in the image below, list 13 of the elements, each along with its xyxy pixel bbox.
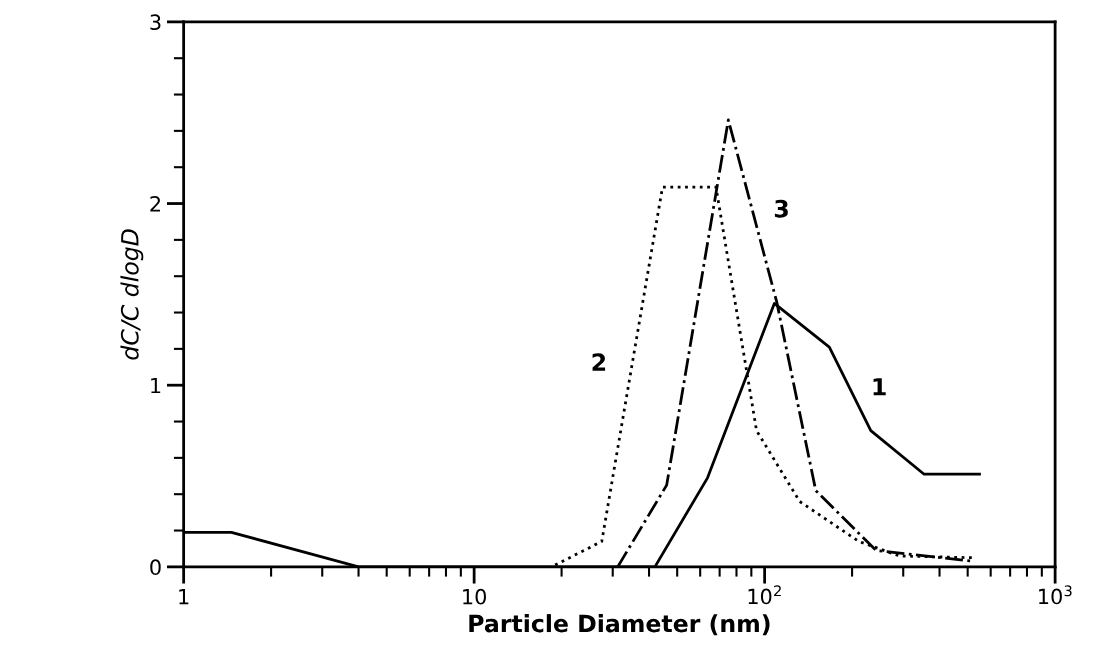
y-tick-label: 2 — [150, 195, 161, 212]
x-tick-label: 10$^{3}$ — [1039, 585, 1072, 605]
series-label: 3 — [774, 199, 788, 218]
y-tick-label: 3 — [150, 14, 161, 31]
series-label: 2 — [592, 353, 606, 371]
x-axis-title: Particle Diameter (nm) — [469, 614, 770, 636]
y-tick-label: 0 — [150, 559, 161, 576]
series-label: 1 — [873, 378, 886, 396]
y-axis-title: dC/C dlogD — [120, 229, 144, 360]
x-tick-label: 10$^{2}$ — [748, 585, 781, 605]
x-tick-label: 1 — [179, 589, 189, 605]
x-tick-label: 10 — [463, 588, 487, 605]
y-tick-label: 1 — [151, 377, 161, 394]
